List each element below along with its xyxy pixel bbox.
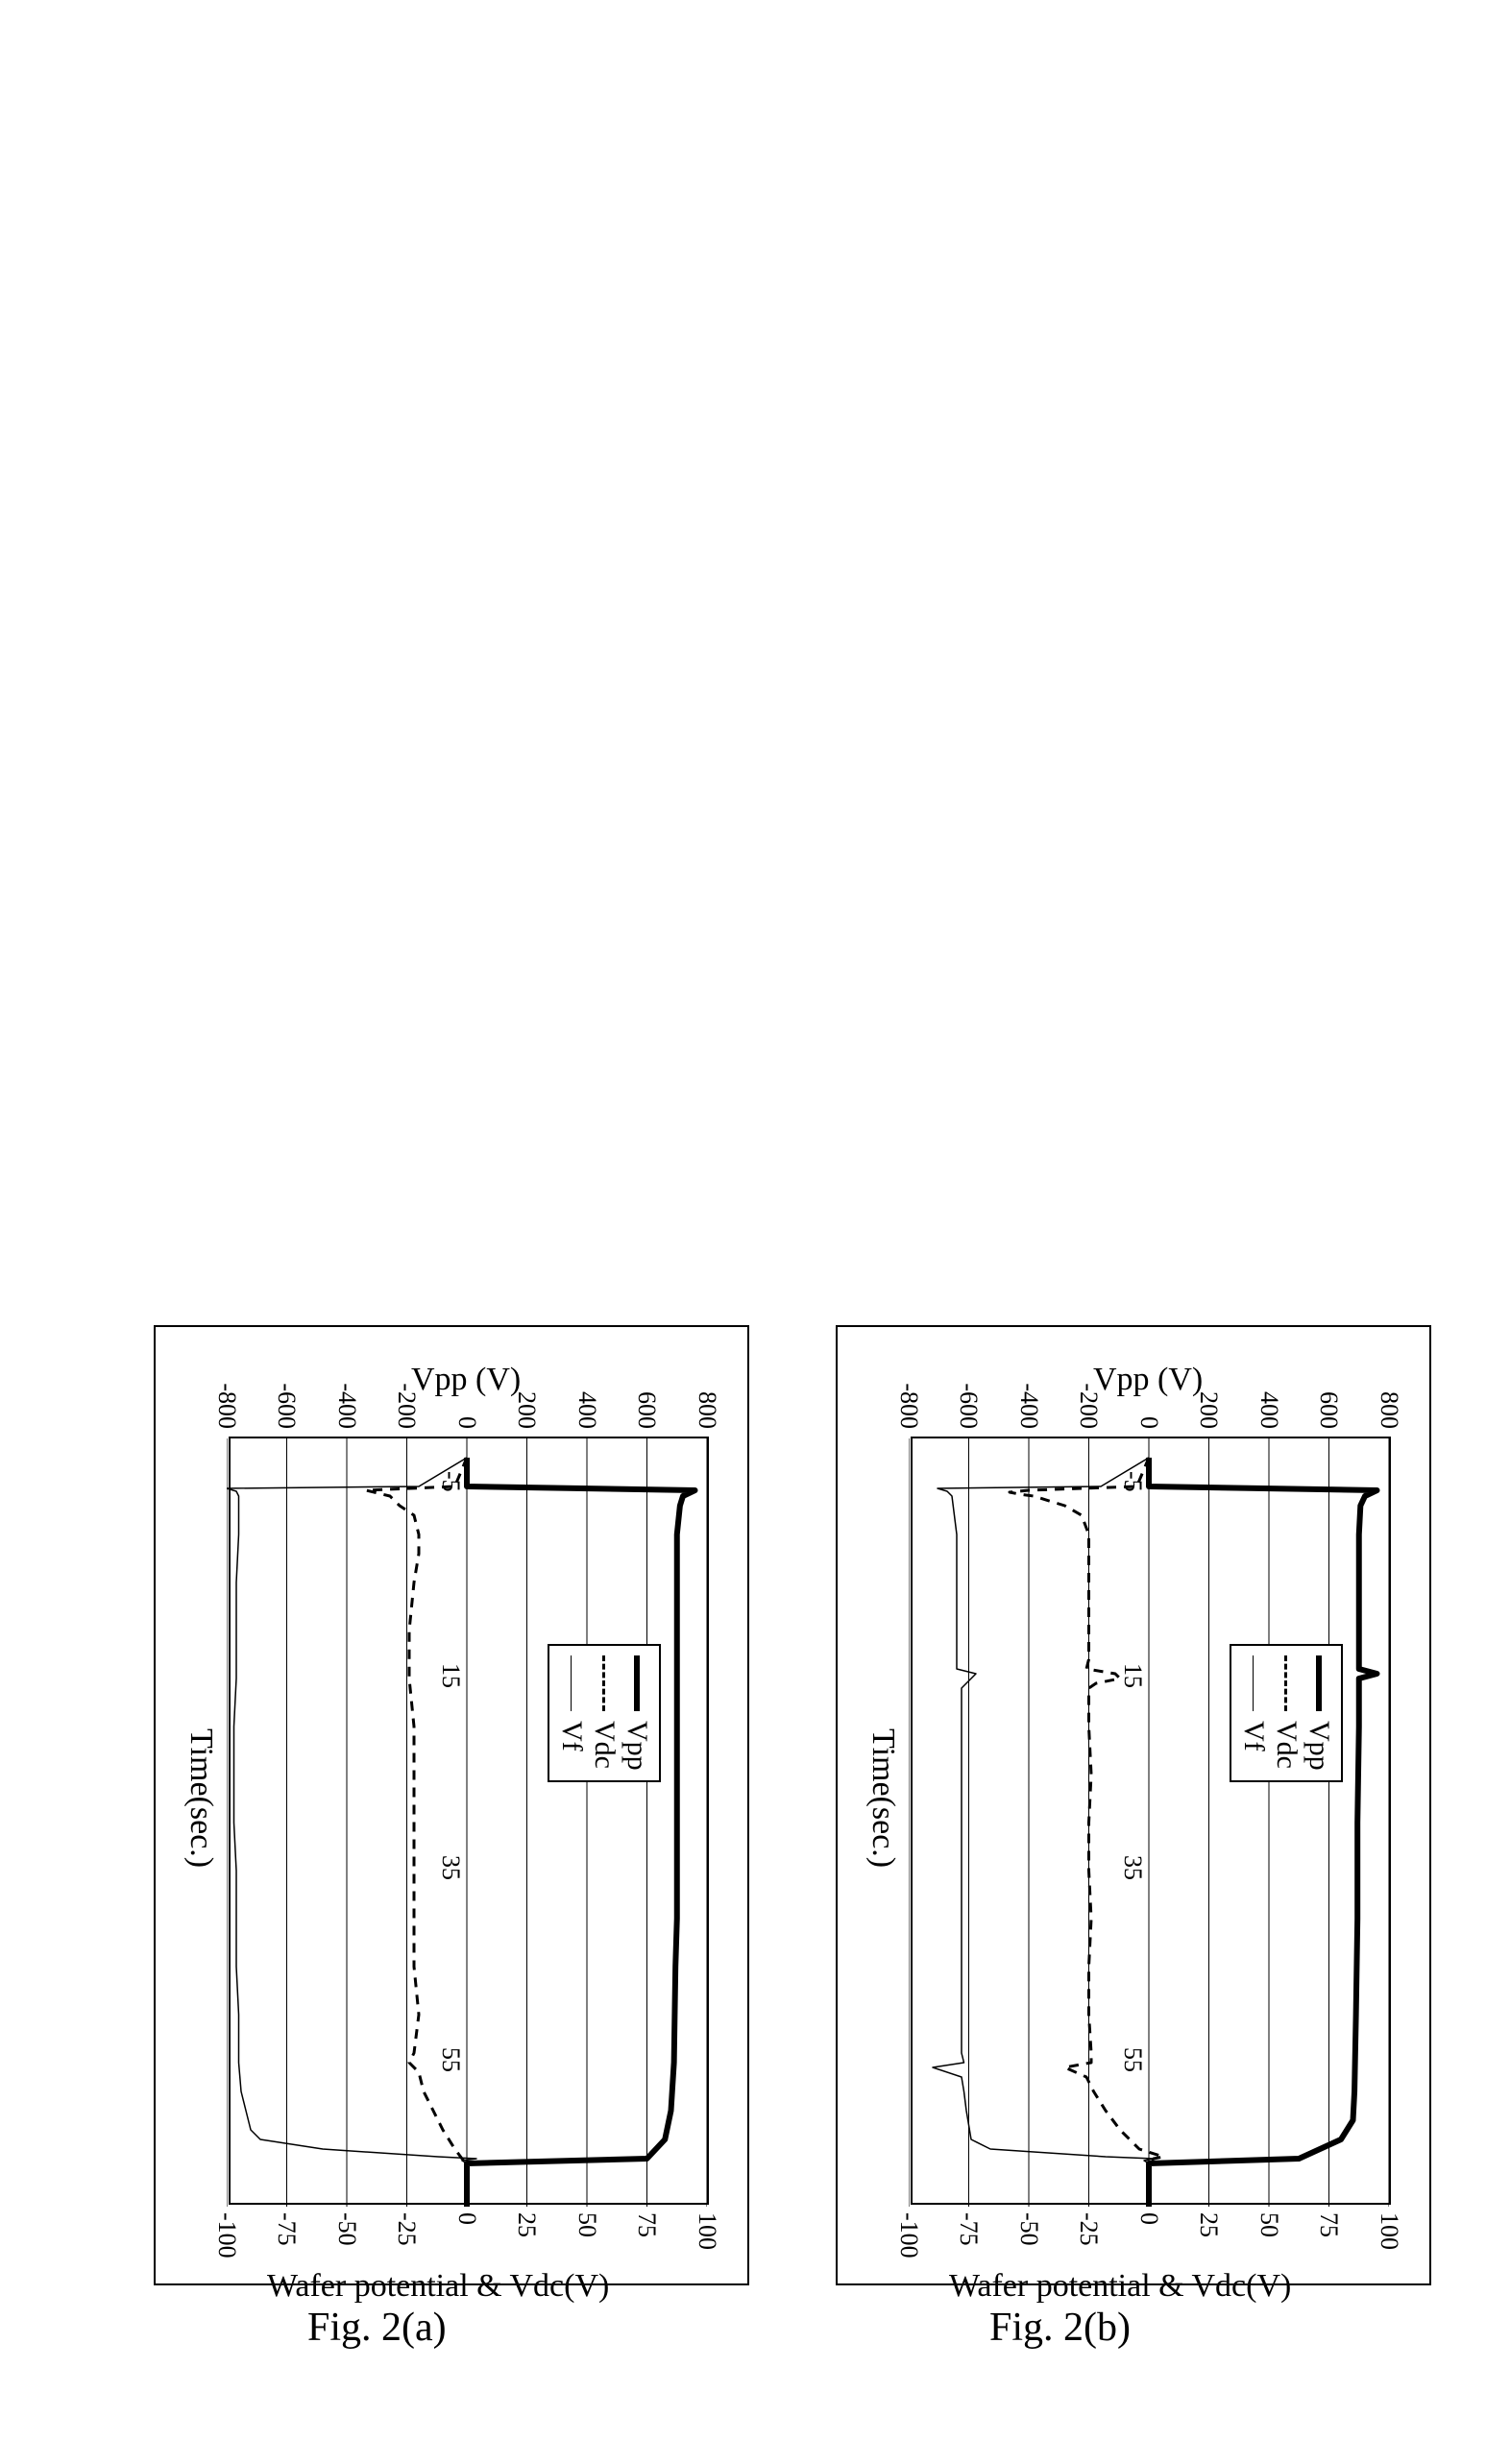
legend-label: Vdc xyxy=(1270,1721,1303,1769)
figure-2a-panel: -800-600-400-2000200400600800 -100-75-50… xyxy=(154,1325,749,2285)
yright-tick: 0 xyxy=(452,2212,481,2225)
figure-2b-x-label: Time(sec.) xyxy=(865,1728,901,1868)
yright-tick: -50 xyxy=(332,2212,361,2246)
yleft-tick: 0 xyxy=(1134,1416,1163,1429)
yright-tick: 75 xyxy=(633,2212,662,2237)
figure-2b-svg xyxy=(909,1438,1389,2207)
legend-item: Vf xyxy=(1237,1655,1270,1771)
legend-label: Vpp xyxy=(1303,1721,1335,1771)
x-tick: 15 xyxy=(436,1663,465,1688)
yright-tick: 100 xyxy=(1375,2212,1403,2250)
legend-item: Vpp xyxy=(1303,1655,1335,1771)
legend-label: Vpp xyxy=(621,1721,653,1771)
yright-tick: -50 xyxy=(1014,2212,1043,2246)
yleft-tick: -800 xyxy=(212,1383,241,1429)
legend-item: Vpp xyxy=(621,1655,653,1771)
yright-tick: 75 xyxy=(1315,2212,1344,2237)
x-tick: 15 xyxy=(1118,1663,1147,1688)
legend-swatch xyxy=(1316,1655,1322,1711)
figure-2a-rotated: -800-600-400-2000200400600800 -100-75-50… xyxy=(154,1325,749,2285)
x-tick: -5 xyxy=(1118,1471,1147,1492)
figure-2a-outer-frame: -800-600-400-2000200400600800 -100-75-50… xyxy=(154,1325,749,2285)
figure-2b-yright-label: Wafer potential & Vdc(V) xyxy=(949,2268,1291,2305)
yleft-tick: -600 xyxy=(955,1383,984,1429)
x-tick: 55 xyxy=(1118,2047,1147,2072)
yleft-tick: 800 xyxy=(693,1391,721,1429)
yleft-tick: -400 xyxy=(1014,1383,1043,1429)
figure-2a-yleft-label: Vpp (V) xyxy=(411,1362,521,1398)
yleft-tick: 400 xyxy=(1255,1391,1283,1429)
legend-swatch xyxy=(1254,1655,1255,1711)
legend-swatch xyxy=(603,1655,606,1711)
legend-item: Vdc xyxy=(588,1655,621,1771)
legend-label: Vf xyxy=(1237,1721,1270,1751)
yleft-tick: 600 xyxy=(1315,1391,1344,1429)
yright-tick: -25 xyxy=(1075,2212,1104,2246)
legend-label: Vdc xyxy=(588,1721,621,1769)
legend-label: Vf xyxy=(555,1721,588,1751)
yleft-tick: -400 xyxy=(332,1383,361,1429)
figure-2b-plot-area xyxy=(911,1437,1391,2205)
figure-2a-legend: VppVdcVf xyxy=(548,1644,661,1782)
figure-2a-x-label: Time(sec.) xyxy=(183,1728,219,1868)
figure-2a-plot-area xyxy=(229,1437,709,2205)
figure-2a-yright-label: Wafer potential & Vdc(V) xyxy=(267,2268,609,2305)
yright-tick: -75 xyxy=(273,2212,302,2246)
yleft-tick: 0 xyxy=(452,1416,481,1429)
x-tick: 35 xyxy=(1118,1855,1147,1880)
yright-tick: -100 xyxy=(212,2212,241,2259)
yleft-tick: 800 xyxy=(1375,1391,1403,1429)
yright-tick: 50 xyxy=(572,2212,601,2237)
x-tick: 55 xyxy=(436,2047,465,2072)
yright-tick: 50 xyxy=(1255,2212,1283,2237)
yright-tick: -25 xyxy=(393,2212,422,2246)
legend-item: Vf xyxy=(555,1655,588,1771)
yleft-tick: 400 xyxy=(572,1391,601,1429)
yleft-tick: -600 xyxy=(273,1383,302,1429)
yright-tick: 25 xyxy=(513,2212,542,2237)
figure-2a-chart: -800-600-400-2000200400600800 -100-75-50… xyxy=(169,1344,730,2270)
yright-tick: 100 xyxy=(693,2212,721,2250)
figure-2a-svg xyxy=(227,1438,707,2207)
figure-2b-legend: VppVdcVf xyxy=(1230,1644,1343,1782)
yright-tick: 25 xyxy=(1195,2212,1224,2237)
yright-tick: 0 xyxy=(1134,2212,1163,2225)
figure-2b-panel: -800-600-400-2000200400600800 -100-75-50… xyxy=(836,1325,1431,2285)
figure-2b-rotated: -800-600-400-2000200400600800 -100-75-50… xyxy=(836,1325,1431,2285)
legend-swatch xyxy=(1285,1655,1288,1711)
figure-2b-caption: Fig. 2(b) xyxy=(989,2305,1131,2351)
yleft-tick: 600 xyxy=(633,1391,662,1429)
x-tick: 35 xyxy=(436,1855,465,1880)
figure-2a-caption: Fig. 2(a) xyxy=(307,2305,447,2351)
x-tick: -5 xyxy=(436,1471,465,1492)
figure-2b-chart: -800-600-400-2000200400600800 -100-75-50… xyxy=(851,1344,1412,2270)
figure-2b-yleft-label: Vpp (V) xyxy=(1093,1362,1203,1398)
legend-swatch xyxy=(634,1655,640,1711)
legend-item: Vdc xyxy=(1270,1655,1303,1771)
figure-2b-outer-frame: -800-600-400-2000200400600800 -100-75-50… xyxy=(836,1325,1431,2285)
yleft-tick: -800 xyxy=(894,1383,923,1429)
yright-tick: -75 xyxy=(955,2212,984,2246)
page-root: -800-600-400-2000200400600800 -100-75-50… xyxy=(0,0,1486,2464)
yright-tick: -100 xyxy=(894,2212,923,2259)
